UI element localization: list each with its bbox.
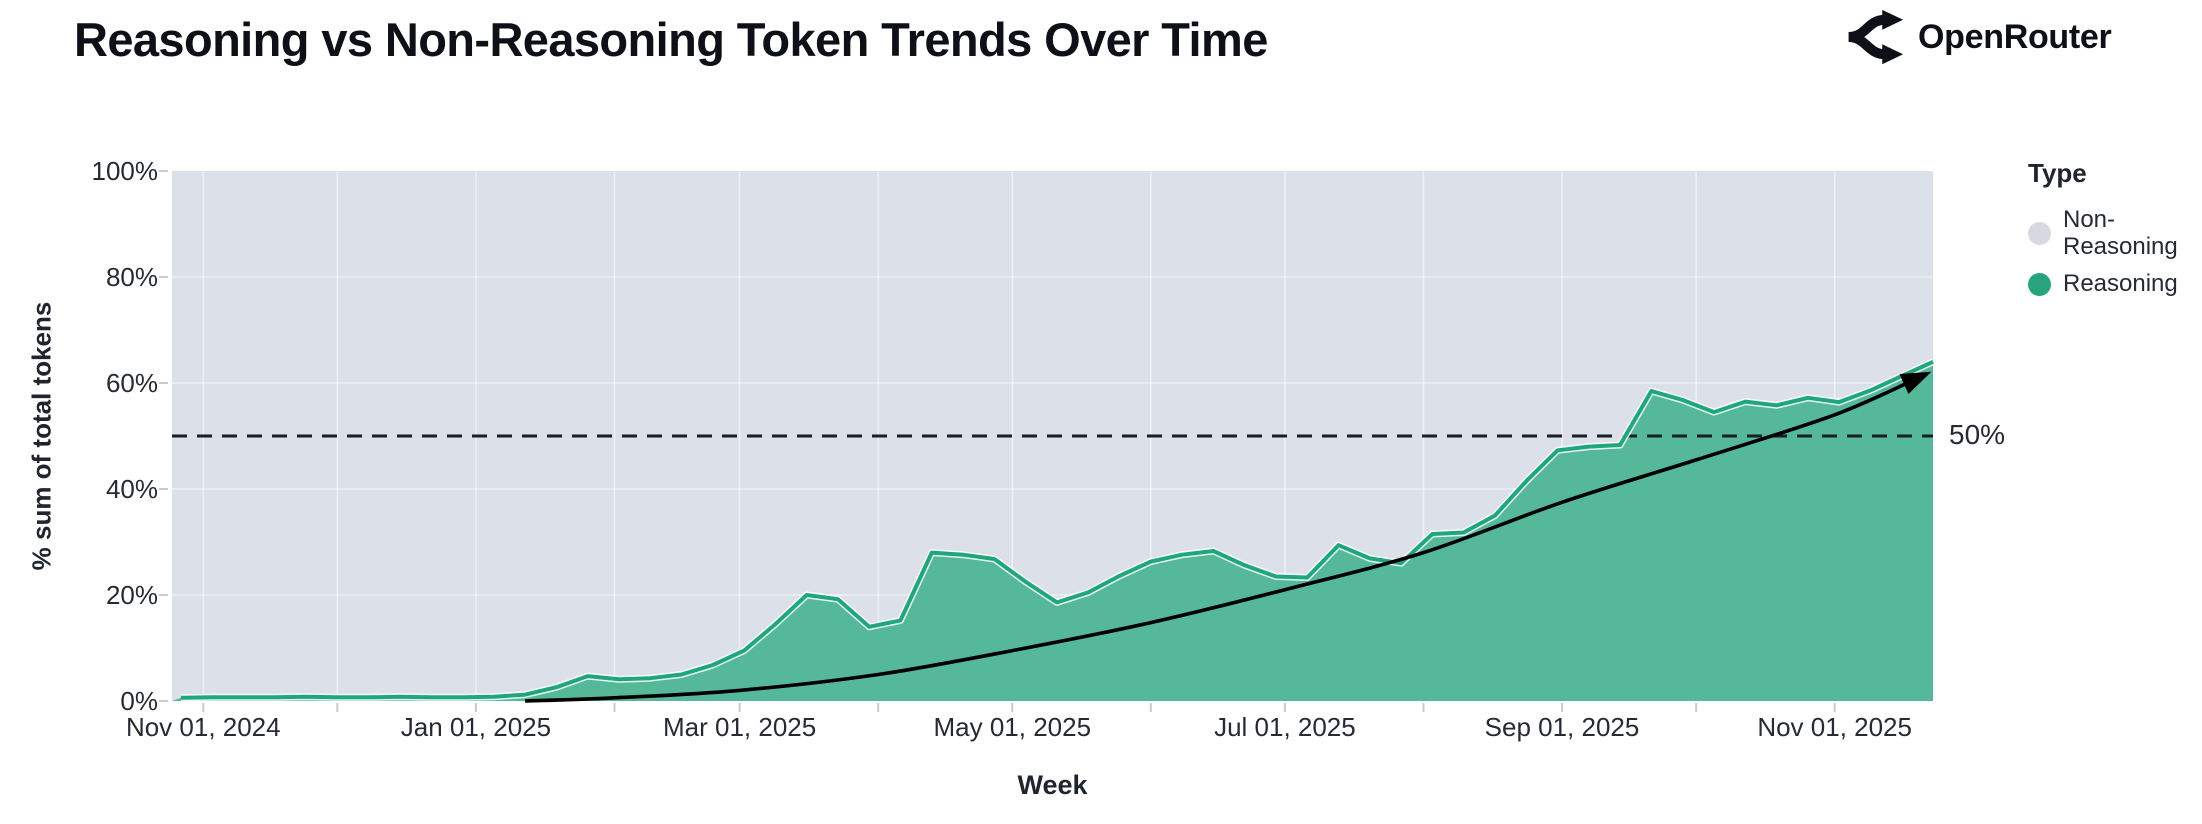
fifty-pct-label: 50%: [1949, 419, 2006, 450]
legend-item-label: Non-Reasoning: [2063, 206, 2178, 260]
reasoning-area[interactable]: [172, 361, 1933, 701]
y-tick-label: 60%: [105, 368, 158, 398]
brand-name: OpenRouter: [1918, 17, 2112, 56]
reasoning-line: [180, 359, 1934, 700]
x-tick-label: Sep 01, 2025: [1484, 712, 1640, 742]
non-reasoning-swatch: [2028, 222, 2051, 246]
legend-item-non-reasoning[interactable]: Non-Reasoning: [2028, 206, 2202, 261]
x-tick-label: Mar 01, 2025: [663, 712, 817, 742]
brand-logo: OpenRouter: [1846, 8, 2112, 66]
y-tick-label: 80%: [105, 262, 158, 292]
legend-item-label: Reasoning: [2063, 269, 2178, 297]
legend-title: Type: [2028, 158, 2087, 188]
openrouter-icon: [1846, 8, 1904, 66]
y-axis-title: % sum of total tokens: [26, 301, 57, 571]
y-tick-label: 100%: [91, 156, 159, 186]
y-tick-label: 40%: [105, 474, 158, 504]
reasoning-swatch: [2028, 272, 2051, 296]
x-tick-label: Nov 01, 2024: [125, 712, 281, 742]
x-tick-label: Nov 01, 2025: [1757, 712, 1912, 742]
trend-arrowhead: [1899, 371, 1932, 395]
legend-item-reasoning[interactable]: Reasoning: [2028, 269, 2202, 298]
y-tick-label: 20%: [105, 580, 158, 610]
trend-line: [525, 373, 1925, 703]
y-tick-label: 0%: [120, 686, 158, 716]
x-axis-title: Week: [1017, 770, 1088, 800]
legend: Type Non-Reasoning Reasoning: [2028, 158, 2202, 308]
x-tick-label: Jan 01, 2025: [400, 712, 552, 742]
x-tick-label: Jul 01, 2025: [1214, 712, 1356, 742]
x-tick-label: May 01, 2025: [933, 712, 1092, 742]
page-title: Reasoning vs Non-Reasoning Token Trends …: [74, 13, 1268, 66]
